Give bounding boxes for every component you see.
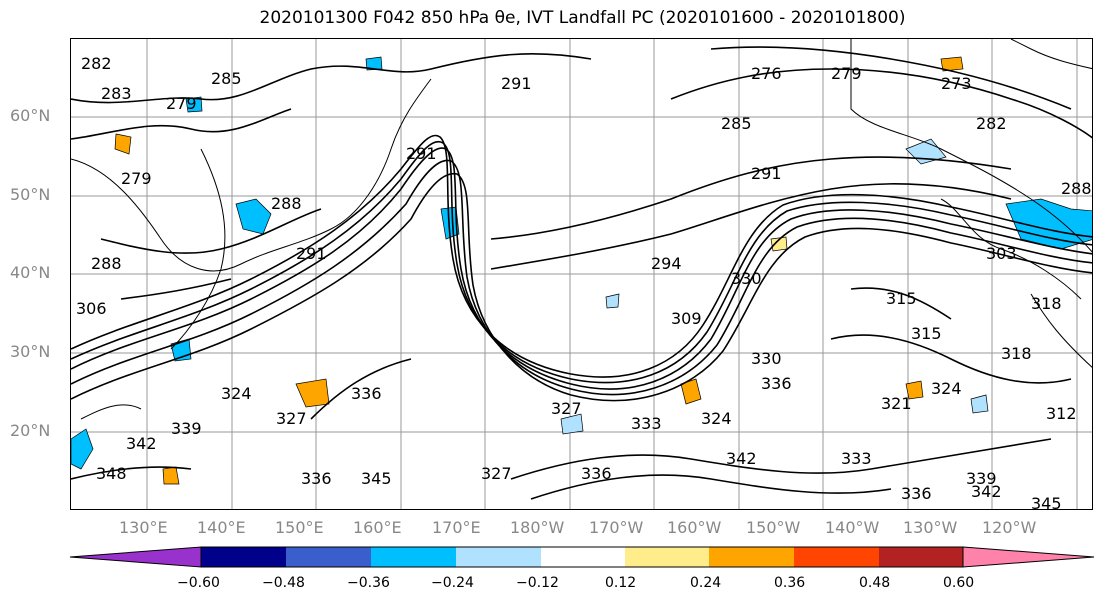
contour-label: 336 bbox=[761, 374, 792, 393]
map-svg: 282 283 285 279 279 291 276 279 273 282 … bbox=[71, 39, 1092, 510]
map-panel: 282 283 285 279 279 291 276 279 273 282 … bbox=[70, 38, 1093, 510]
contour-label: 318 bbox=[1031, 294, 1062, 313]
contour-label: 345 bbox=[1031, 494, 1062, 510]
lon-label-140e: 140°E bbox=[197, 518, 246, 537]
contour-label: 283 bbox=[101, 84, 132, 103]
colorbar bbox=[69, 546, 1095, 568]
contour-label: 327 bbox=[276, 409, 307, 428]
colorbar-tick: −0.48 bbox=[262, 575, 305, 591]
contour-label: 276 bbox=[751, 64, 782, 83]
colorbar-tick: −0.60 bbox=[177, 575, 220, 591]
contour-label: 291 bbox=[296, 244, 327, 263]
contour-label: 336 bbox=[301, 469, 332, 488]
contour-label: 330 bbox=[731, 269, 762, 288]
lat-label-30n: 30°N bbox=[10, 342, 51, 361]
colorbar-segment bbox=[201, 547, 286, 567]
lon-label-160e: 160°E bbox=[353, 518, 402, 537]
contour-label: 279 bbox=[121, 169, 152, 188]
colorbar-segment bbox=[286, 547, 371, 567]
lon-label-170w: 170°W bbox=[589, 518, 644, 537]
contour-label: 321 bbox=[881, 394, 912, 413]
contour-label: 339 bbox=[171, 419, 202, 438]
contour-label: 348 bbox=[96, 464, 127, 483]
contour-label: 342 bbox=[726, 449, 757, 468]
colorbar-segment bbox=[371, 547, 456, 567]
lat-label-40n: 40°N bbox=[10, 263, 51, 282]
contour-label: 342 bbox=[126, 434, 157, 453]
lon-label-120w: 120°W bbox=[982, 518, 1037, 537]
contour-label: 336 bbox=[581, 464, 612, 483]
contour-label: 306 bbox=[76, 299, 107, 318]
contour-label: 336 bbox=[351, 384, 382, 403]
contour-label: 333 bbox=[841, 449, 872, 468]
contour-label: 333 bbox=[631, 414, 662, 433]
contour-label: 282 bbox=[976, 114, 1007, 133]
lon-label-180w: 180°W bbox=[510, 518, 565, 537]
contour-label: 282 bbox=[81, 54, 112, 73]
graticule bbox=[71, 39, 1092, 509]
colorbar-segment bbox=[541, 547, 625, 567]
chart-title: 2020101300 F042 850 hPa θe, IVT Landfall… bbox=[259, 8, 906, 28]
contour-label: 324 bbox=[701, 409, 732, 428]
colorbar-segment bbox=[456, 547, 541, 567]
contour-label: 339 bbox=[966, 469, 997, 488]
lon-label-150w: 150°W bbox=[746, 518, 801, 537]
contour-label: 303 bbox=[986, 244, 1017, 263]
contour-label: 294 bbox=[651, 254, 682, 273]
colorbar-tick: 0.36 bbox=[774, 575, 806, 591]
contour-label: 291 bbox=[501, 74, 532, 93]
contour-label: 324 bbox=[221, 384, 252, 403]
contour-label: 318 bbox=[1001, 344, 1032, 363]
contour-label: 330 bbox=[751, 349, 782, 368]
colorbar-segment bbox=[879, 547, 963, 567]
contour-label: 336 bbox=[901, 484, 932, 503]
contour-label: 288 bbox=[1061, 179, 1092, 198]
lon-label-170e: 170°E bbox=[432, 518, 481, 537]
colorbar-tick: 0.12 bbox=[605, 575, 637, 591]
contour-label: 273 bbox=[941, 74, 972, 93]
colorbar-tick: 0.60 bbox=[943, 575, 975, 591]
pc-shading bbox=[71, 56, 1092, 485]
colorbar-tick: −0.24 bbox=[431, 575, 474, 591]
coastlines bbox=[71, 39, 1092, 420]
contour-label: 324 bbox=[931, 379, 962, 398]
lat-label-20n: 20°N bbox=[10, 421, 51, 440]
contour-label: 288 bbox=[271, 194, 302, 213]
lon-label-150e: 150°E bbox=[275, 518, 324, 537]
colorbar-tick: 0.24 bbox=[690, 575, 722, 591]
contour-label: 291 bbox=[406, 144, 437, 163]
contour-label: 288 bbox=[91, 254, 122, 273]
contour-label: 327 bbox=[551, 399, 582, 418]
colorbar-segment bbox=[709, 547, 794, 567]
theta-e-contours bbox=[71, 46, 1092, 500]
contour-label: 285 bbox=[721, 114, 752, 133]
lat-label-60n: 60°N bbox=[10, 106, 51, 125]
colorbar-extend-high bbox=[962, 546, 1095, 568]
colorbar-tick: 0.48 bbox=[859, 575, 891, 591]
colorbar-segment bbox=[625, 547, 709, 567]
colorbar-tick: −0.36 bbox=[347, 575, 390, 591]
contour-labels: 282 283 285 279 279 291 276 279 273 282 … bbox=[76, 54, 1092, 510]
contour-label: 342 bbox=[971, 482, 1002, 501]
colorbar-segment bbox=[794, 547, 879, 567]
colorbar-extend-low bbox=[69, 546, 202, 568]
lat-label-50n: 50°N bbox=[10, 185, 51, 204]
lon-label-140w: 140°W bbox=[825, 518, 880, 537]
lon-label-130e: 130°E bbox=[119, 518, 168, 537]
contour-label: 279 bbox=[831, 64, 862, 83]
contour-label: 291 bbox=[751, 164, 782, 183]
contour-label: 312 bbox=[1046, 404, 1077, 423]
lon-label-130w: 130°W bbox=[903, 518, 958, 537]
contour-label: 279 bbox=[166, 94, 197, 113]
colorbar-tick: −0.12 bbox=[516, 575, 559, 591]
contour-label: 285 bbox=[211, 69, 242, 88]
contour-label: 327 bbox=[481, 464, 512, 483]
contour-label: 309 bbox=[671, 309, 702, 328]
contour-label: 315 bbox=[911, 324, 942, 343]
contour-label: 345 bbox=[361, 469, 392, 488]
lon-label-160w: 160°W bbox=[667, 518, 722, 537]
contour-label: 315 bbox=[886, 289, 917, 308]
